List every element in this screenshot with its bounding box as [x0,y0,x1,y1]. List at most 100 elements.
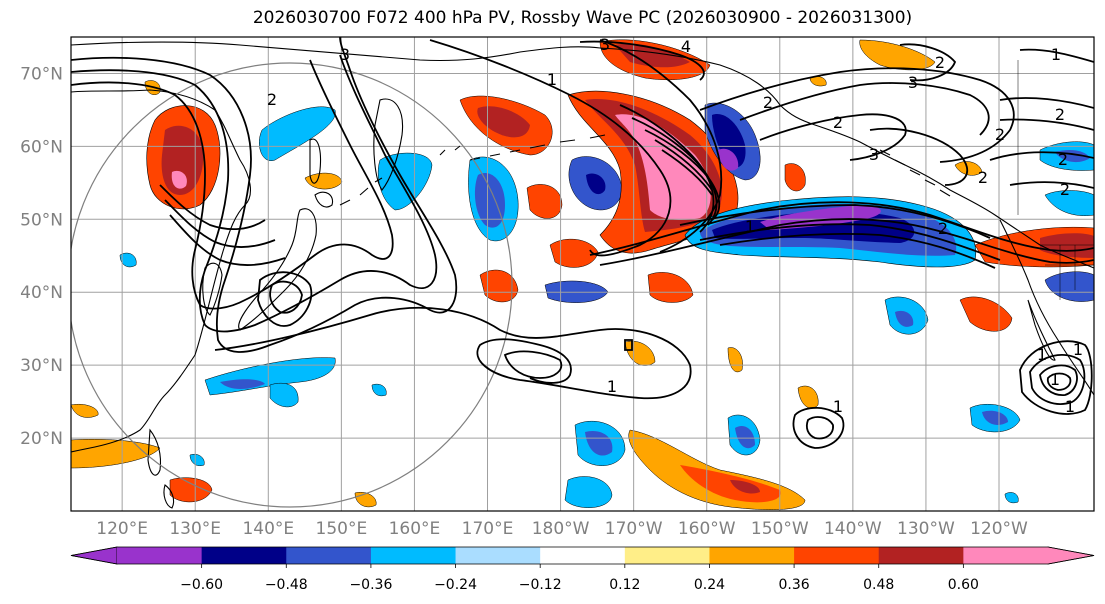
coastline-korea [202,262,223,316]
contour-north-6 [999,97,1094,109]
colorbar-segment [709,547,795,564]
contour-ridge-6 [654,139,713,191]
colorbar-tick-label: 0.36 [779,577,810,593]
colorbar-segment [624,547,710,564]
negative-anomaly-3-core [474,173,505,228]
latitude-labels: 70°N 60°N 50°N 40°N 30°N 20°N [20,64,63,449]
lat-label: 70°N [20,64,63,84]
contour-label: 1 [833,397,843,416]
map-frame [70,36,1095,512]
contour-label: 1 [1065,397,1075,416]
colorbar-tick-label: −0.60 [180,577,223,593]
negative-anomaly-wsub4 [189,454,205,466]
contour-north-2 [739,82,990,136]
colorbar-segment [794,547,880,564]
lon-label: 150°W [751,519,809,539]
contours [71,37,1094,449]
contour-north-1 [699,67,1015,163]
negative-anomaly-sub3-core [982,410,1008,425]
positive-anomaly-3-core [477,106,530,138]
contour-band-3 [699,223,1001,261]
colorbar-segment [201,547,287,564]
positive-anomaly-4 [526,184,563,219]
lon-label: 170°E [462,519,514,539]
contour-ridge-1 [429,39,672,257]
contour-label: 1 [745,217,755,236]
positive-anomaly-gulf-peak [615,114,711,220]
contour-trough-1 [71,37,458,353]
positive-anomaly-tail-peak [730,480,760,494]
coastline-baja [1027,299,1056,361]
colorbar-tick-label: 0.60 [948,577,979,593]
positive-anomaly-sub4 [727,347,743,373]
contour-loop-japan-1 [257,271,313,327]
colorbar-tick-label: −0.24 [434,577,477,593]
coastline-sakhalin [309,138,322,184]
contour-trough-4 [159,184,266,231]
colorbar-frame [70,546,1095,565]
lat-label: 50°N [20,210,63,230]
contour-label: 2 [995,125,1005,144]
negative-anomaly-sw [1044,271,1094,302]
contour-label: 1 [1037,345,1047,364]
contour-band-5 [679,204,991,239]
negative-anomaly-1 [259,106,336,162]
negative-anomaly-wsub2 [269,382,299,408]
contour-loop-hawaii-1 [792,406,845,449]
positive-anomaly-sub1 [479,269,519,303]
colorbar-tick-label: 0.24 [694,577,725,593]
contour-subtrop-1 [214,306,692,400]
map-title: 2026030700 F072 400 hPa PV, Rossby Wave … [252,8,913,28]
lat-label: 40°N [20,283,63,303]
contour-north-7 [999,118,1094,131]
negative-anomaly-wsub1-core [220,379,265,389]
negative-anomaly-sub4-core [735,425,755,449]
pv-shading [71,39,1094,510]
negative-anomaly-4-core [586,173,606,195]
gridlines [71,37,1094,511]
contour-label: 2 [1058,150,1068,169]
contour-low-4 [1046,372,1072,391]
lon-label: 160°W [678,519,736,539]
contour-subtrop-2 [503,350,563,379]
colorbar-labels: −0.60 −0.48 −0.36 −0.24 −0.12 0.12 0.24 0.36 0.4… [180,564,979,593]
contour-trough-2 [71,54,438,333]
lon-label: 180°W [532,519,590,539]
coastline-aleutians [469,134,606,161]
contour-trough-6 [169,214,286,266]
positive-anomaly-west-peak [171,170,187,189]
lon-label: 170°W [605,519,663,539]
longitude-labels: 120°E 130°E 140°E 150°E 160°E 170°E 180°W 170°W… [96,519,1028,539]
colorbar-segment [540,547,626,564]
contour-label: 2 [833,113,843,132]
borders [1017,60,1094,300]
contour-label: 3 [869,145,879,164]
colorbar-tick-label: −0.36 [349,577,392,593]
coastline-kamchatka [373,98,404,191]
lat-label: 60°N [20,137,63,157]
positive-anomaly-wsub3 [71,404,99,418]
coastline-philippines [147,428,175,509]
contour-north-4 [869,127,969,186]
contour-north-11 [579,40,705,81]
contour-label: 1 [1051,45,1061,64]
contour-label: 2 [1055,105,1065,124]
contour-band-4 [719,232,996,269]
colorbar-tick-label: 0.12 [609,577,640,593]
contour-loop-hawaii-2 [805,416,834,440]
contour-label: 2 [935,53,945,72]
positive-anomaly-sub2 [647,272,694,303]
colorbar-extend-low [70,546,118,565]
lon-label: 120°W [970,519,1028,539]
contour-label: 2 [763,93,773,112]
contour-label: 3 [600,35,610,54]
coastline-hokkaido [314,191,334,208]
positive-anomaly-wsub2 [169,477,213,503]
contour-label: 1 [607,377,617,396]
contour-north-3 [759,113,907,161]
contour-north-5 [899,43,957,82]
lat-label: 30°N [20,356,63,376]
colorbar [70,546,1095,565]
contour-north-8 [1019,48,1094,63]
